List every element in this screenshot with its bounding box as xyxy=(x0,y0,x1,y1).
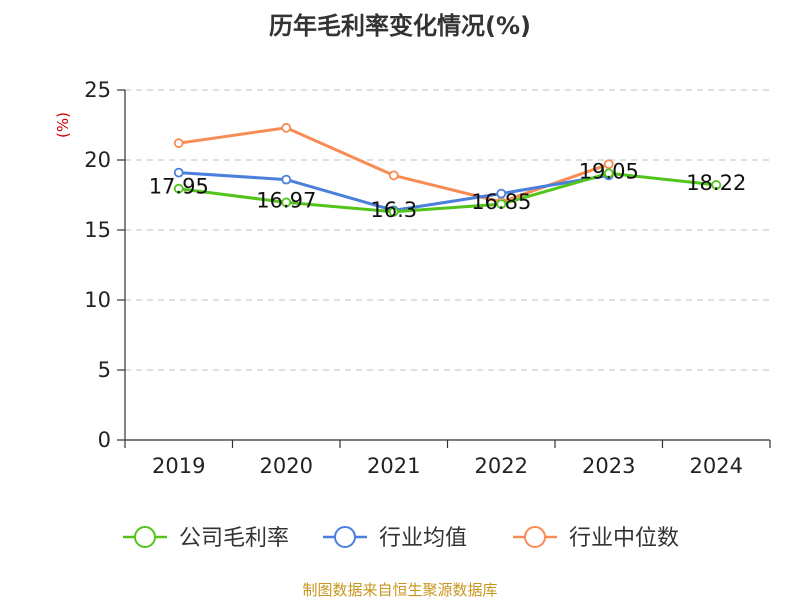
data-point xyxy=(388,206,399,217)
legend-marker xyxy=(524,526,546,548)
chart-title: 历年毛利率变化情况(%) xyxy=(269,12,531,40)
data-label: 18.22 xyxy=(686,171,746,195)
data-point xyxy=(388,170,399,181)
data-label: 17.95 xyxy=(149,175,209,199)
data-point xyxy=(281,122,292,133)
legend[interactable]: 公司毛利率 行业均值 行业中位数 xyxy=(123,526,679,551)
legend-item[interactable]: 行业均值 xyxy=(323,526,467,551)
legend-label: 行业均值 xyxy=(379,526,467,551)
legend-label: 公司毛利率 xyxy=(179,526,289,551)
y-tick-label: 25 xyxy=(84,78,111,102)
legend-marker xyxy=(334,526,356,548)
data-point xyxy=(173,183,184,194)
legend-marker xyxy=(134,526,156,548)
y-axis-label: (%) xyxy=(54,112,72,138)
data-point xyxy=(603,159,614,170)
y-tick-label: 15 xyxy=(84,218,111,242)
series-line xyxy=(178,171,717,214)
data-point xyxy=(173,167,184,178)
data-label: 16.85 xyxy=(471,190,531,214)
grid xyxy=(125,89,770,371)
legend-item[interactable]: 行业中位数 xyxy=(513,526,679,551)
series-layer xyxy=(173,122,722,217)
data-point xyxy=(496,199,507,210)
y-tick-label: 10 xyxy=(84,288,111,312)
data-point xyxy=(281,174,292,185)
x-tick-label: 2022 xyxy=(475,454,528,478)
x-tick-label: 2024 xyxy=(690,454,743,478)
x-tick-label: 2019 xyxy=(152,454,205,478)
y-tick-label: 20 xyxy=(84,148,111,172)
data-labels: 17.95 16.97 16.3 16.85 19.05 18.22 xyxy=(149,159,747,222)
data-label: 19.05 xyxy=(579,159,639,183)
axes: 0 5 10 15 20 25 2019 2020 2021 2022 2023 2024 xyxy=(84,78,771,478)
x-tick-label: 2021 xyxy=(367,454,420,478)
x-tick-label: 2020 xyxy=(260,454,313,478)
legend-label: 行业中位数 xyxy=(569,526,679,551)
data-point xyxy=(496,188,507,199)
y-tick-label: 5 xyxy=(98,358,111,382)
data-point xyxy=(603,168,614,179)
data-point xyxy=(173,138,184,149)
x-tick-label: 2023 xyxy=(582,454,635,478)
data-point xyxy=(711,180,722,190)
legend-item[interactable]: 公司毛利率 xyxy=(123,526,289,551)
y-tick-label: 0 xyxy=(98,428,111,452)
data-label: 16.97 xyxy=(256,188,316,212)
source-note: 制图数据来自恒生聚源数据库 xyxy=(302,581,497,599)
data-point xyxy=(281,197,292,208)
data-label: 16.3 xyxy=(370,198,417,222)
